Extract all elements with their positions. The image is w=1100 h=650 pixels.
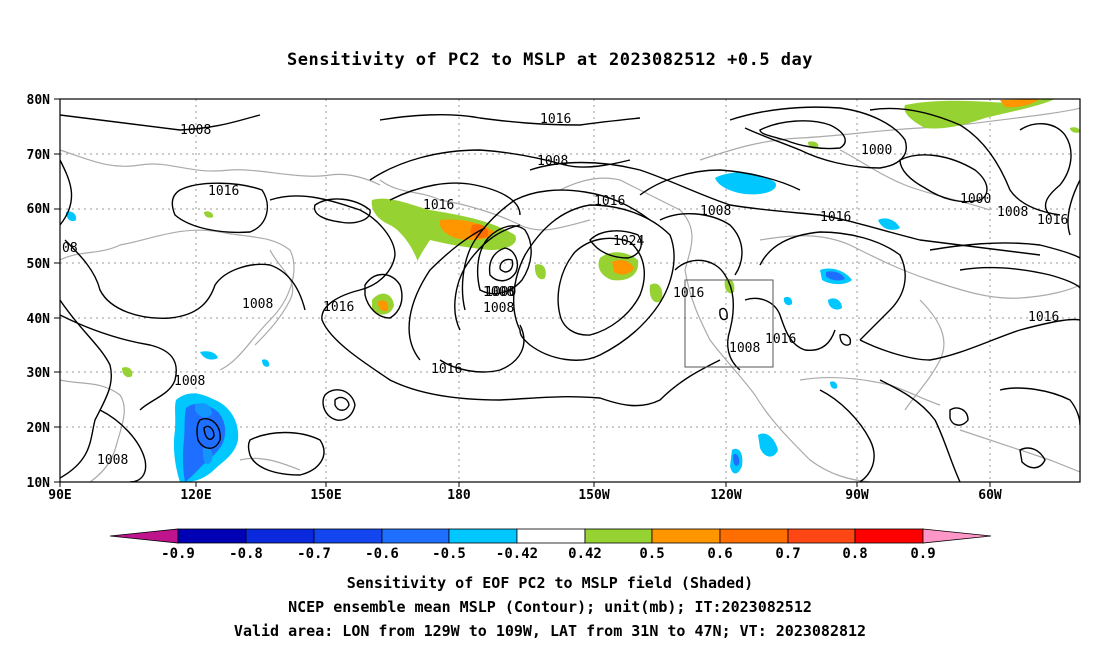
- lat-label-30n: 30N: [27, 366, 51, 381]
- colorbar-label: 0.9: [910, 546, 935, 562]
- contour-label: 1016: [673, 286, 704, 301]
- lon-axis-labels: 90E 120E 150E 180 150W 120W 90W 60W: [48, 488, 1002, 503]
- caption-line-1: Sensitivity of EOF PC2 to MSLP field (Sh…: [346, 574, 754, 592]
- lon-label-60w: 60W: [978, 488, 1002, 503]
- colorbar-swatch: [381, 528, 450, 544]
- contour-label: 1008: [483, 301, 514, 316]
- contour-label: 1008: [537, 154, 568, 169]
- contour-label: 1008: [242, 297, 273, 312]
- contour-label: 1016: [1028, 310, 1059, 325]
- valid-area-box: [684, 279, 774, 368]
- contour-label: 1024: [613, 234, 644, 249]
- colorbar-label: 0.5: [639, 546, 664, 562]
- colorbar-swatch: [516, 528, 586, 544]
- contour-label: 1008: [180, 123, 211, 138]
- colorbar-label: 0.6: [707, 546, 732, 562]
- lat-label-50n: 50N: [27, 257, 51, 272]
- contour-label: 1008: [997, 205, 1028, 220]
- contour-label: 1016: [208, 184, 239, 199]
- colorbar-label: -0.6: [365, 546, 399, 562]
- lon-label-180: 180: [447, 488, 471, 503]
- contour-label: 1016: [594, 194, 625, 209]
- contour-label: 1016: [323, 300, 354, 315]
- map-frame: [59, 98, 1081, 483]
- lat-label-60n: 60N: [27, 202, 51, 217]
- lon-label-150e: 150E: [310, 488, 341, 503]
- lat-label-70n: 70N: [27, 148, 51, 163]
- colorbar: -0.9 -0.8 -0.7 -0.6 -0.5 -0.42 0.42 0.5 …: [109, 528, 992, 562]
- lat-label-80n: 80N: [27, 93, 51, 108]
- colorbar-label: 0.8: [842, 546, 867, 562]
- colorbar-swatch: [448, 528, 518, 544]
- colorbar-low-arrow: [109, 528, 179, 544]
- colorbar-label: -0.5: [432, 546, 466, 562]
- colorbar-high-arrow: [922, 528, 992, 544]
- lon-label-90e: 90E: [48, 488, 71, 503]
- contour-label: 1016: [431, 362, 462, 377]
- contour-label: 1008: [700, 204, 731, 219]
- contour-label: 1008: [729, 341, 760, 356]
- caption-line-2: NCEP ensemble mean MSLP (Contour); unit(…: [288, 598, 812, 616]
- contour-label: 1000: [960, 192, 991, 207]
- sensitivity-shading: [66, 99, 1080, 482]
- contour-label: 1008: [174, 374, 205, 389]
- contour-label: 1016: [423, 198, 454, 213]
- contour-labels: 1008 1016 1016 1008 1016 1016 1008 1016 …: [62, 112, 1068, 468]
- page-title: Sensitivity of PC2 to MSLP at 2023082512…: [286, 50, 813, 70]
- lat-axis-labels: 80N 70N 60N 50N 40N 30N 20N 10N: [27, 93, 51, 491]
- colorbar-swatch: [584, 528, 653, 544]
- mslp-contours: [60, 106, 1080, 482]
- contour-label: 1008: [483, 285, 514, 300]
- colorbar-label: -0.8: [229, 546, 263, 562]
- colorbar-label: 0.7: [775, 546, 800, 562]
- colorbar-label: -0.9: [161, 546, 195, 562]
- colorbar-label: -0.7: [297, 546, 331, 562]
- colorbar-swatch: [787, 528, 856, 544]
- contour-label: 1016: [765, 332, 796, 347]
- colorbar-swatch: [719, 528, 789, 544]
- contour-label: 1016: [540, 112, 571, 127]
- colorbar-swatch: [651, 528, 721, 544]
- colorbar-swatch: [177, 528, 247, 544]
- contour-label: 1000: [861, 143, 892, 158]
- lon-label-90w: 90W: [845, 488, 869, 503]
- colorbar-swatch: [854, 528, 924, 544]
- axis-ticks: [54, 98, 991, 487]
- contour-label: 08: [62, 241, 78, 256]
- caption-line-3: Valid area: LON from 129W to 109W, LAT f…: [233, 622, 867, 640]
- colorbar-swatch: [245, 528, 315, 544]
- contour-label: 1016: [820, 210, 851, 225]
- colorbar-swatch: [313, 528, 383, 544]
- lat-label-10n: 10N: [27, 476, 51, 491]
- lat-label-20n: 20N: [27, 421, 51, 436]
- lon-label-150w: 150W: [578, 488, 609, 503]
- colorbar-label: -0.42: [496, 546, 538, 562]
- lat-label-40n: 40N: [27, 312, 51, 327]
- contour-label: 1000: [485, 285, 516, 300]
- colorbar-label: 0.42: [568, 546, 602, 562]
- lon-label-120e: 120E: [180, 488, 211, 503]
- contour-label: 1008: [97, 453, 128, 468]
- contour-label: 1016: [1037, 213, 1068, 228]
- lon-label-120w: 120W: [710, 488, 741, 503]
